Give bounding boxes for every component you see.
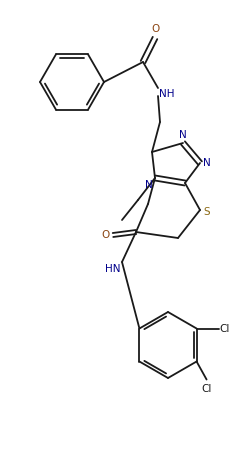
Text: NH: NH [159,89,174,99]
Text: N: N [203,158,211,168]
Text: O: O [102,230,110,240]
Text: Cl: Cl [201,384,212,394]
Text: HN: HN [104,264,120,274]
Text: O: O [151,24,159,34]
Text: S: S [203,207,210,217]
Text: Cl: Cl [220,324,230,334]
Text: N: N [145,180,153,190]
Text: N: N [179,130,187,140]
